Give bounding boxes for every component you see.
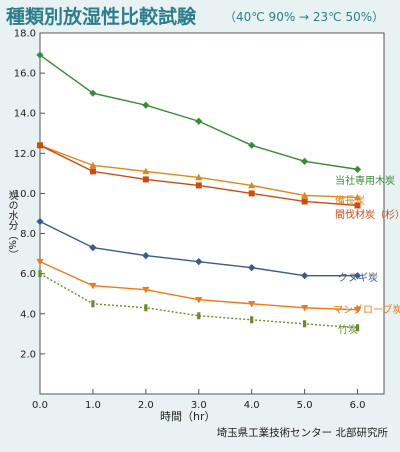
data-point xyxy=(195,117,203,125)
y-tick-label: 18.0 xyxy=(14,29,36,40)
data-point xyxy=(248,264,256,272)
x-tick-label: 1.0 xyxy=(85,400,101,411)
data-point xyxy=(195,296,203,304)
x-tick-label: 0.0 xyxy=(32,400,48,411)
data-point xyxy=(142,252,150,260)
series-label: 間伐材炭（杉） xyxy=(335,208,400,221)
chart-subtitle: （40℃ 90% → 23℃ 50%） xyxy=(224,10,385,24)
data-point xyxy=(197,312,201,320)
data-point xyxy=(301,272,309,280)
data-point xyxy=(248,141,256,149)
data-point xyxy=(303,320,307,328)
data-point xyxy=(248,300,256,308)
source-credit: 埼玉県工業技術センター 北部研究所 xyxy=(216,427,388,439)
plot-area xyxy=(39,32,385,395)
y-tick-label: 16.0 xyxy=(14,69,36,80)
data-point xyxy=(195,258,203,266)
data-point xyxy=(353,306,362,314)
data-point xyxy=(248,190,255,197)
y-tick-label: 12.0 xyxy=(14,149,36,160)
x-tick-label: 3.0 xyxy=(191,400,207,411)
data-point xyxy=(301,198,308,205)
data-point xyxy=(91,300,95,308)
y-tick-label: 10.0 xyxy=(14,189,36,200)
x-tick-label: 5.0 xyxy=(297,400,313,411)
data-point xyxy=(38,270,42,278)
series-label: クヌギ炭 xyxy=(338,272,378,284)
data-point xyxy=(353,193,362,201)
series-label: 当社専用木炭 xyxy=(335,174,395,187)
chart-title: 種類別放湿性比較試験 xyxy=(6,6,197,28)
data-point xyxy=(142,286,150,294)
data-point xyxy=(89,243,97,252)
data-point xyxy=(89,168,96,175)
y-tick-label: 8.0 xyxy=(20,229,36,240)
data-point xyxy=(353,165,362,173)
data-point xyxy=(195,173,203,181)
data-point xyxy=(89,89,97,97)
data-point xyxy=(144,304,148,312)
series-label: マングローブ炭 xyxy=(333,303,400,316)
y-tick-label: 6.0 xyxy=(20,269,36,280)
data-point xyxy=(89,282,97,290)
data-point xyxy=(195,182,202,189)
x-axis-label: 時間（hr） xyxy=(160,410,216,423)
data-point xyxy=(36,258,44,266)
series-label: 竹炭 xyxy=(338,323,358,336)
x-tick-label: 6.0 xyxy=(350,400,366,411)
data-point xyxy=(248,181,256,189)
data-point xyxy=(355,324,360,332)
data-point xyxy=(36,51,44,59)
data-point xyxy=(36,217,44,226)
y-tick-label: 4.0 xyxy=(20,309,36,320)
data-point xyxy=(301,304,309,312)
data-point xyxy=(250,316,254,324)
data-point xyxy=(353,272,362,280)
data-point xyxy=(142,176,149,183)
data-point xyxy=(301,157,309,165)
data-point xyxy=(142,101,150,109)
x-tick-label: 4.0 xyxy=(244,400,260,411)
y-tick-label: 14.0 xyxy=(14,109,36,120)
data-point xyxy=(89,161,97,169)
y-tick-label: 2.0 xyxy=(20,349,36,360)
x-tick-label: 2.0 xyxy=(138,400,154,411)
data-point xyxy=(354,202,361,209)
data-point xyxy=(37,142,43,149)
data-point xyxy=(142,167,150,175)
data-point xyxy=(301,191,309,199)
y-axis-label: 炭の水分（%） xyxy=(6,190,17,260)
